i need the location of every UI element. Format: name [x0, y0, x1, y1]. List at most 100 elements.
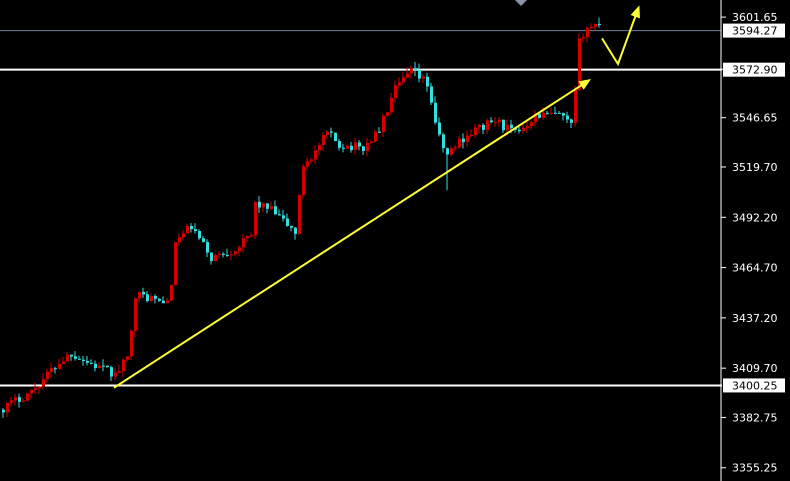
- candle-body: [562, 113, 565, 116]
- candle-body: [10, 400, 13, 403]
- candle-body: [466, 135, 469, 143]
- candle-body: [254, 201, 257, 236]
- candle-body: [390, 98, 393, 113]
- candle-body: [70, 354, 73, 357]
- candle-body: [194, 229, 197, 232]
- candle-body: [470, 134, 473, 136]
- candle-body: [482, 124, 485, 130]
- candle-body: [414, 68, 417, 70]
- candle-body: [206, 241, 209, 253]
- candle-body: [118, 370, 121, 373]
- candle-body: [474, 127, 477, 135]
- candle-body: [530, 122, 533, 127]
- candle-body: [582, 37, 585, 39]
- candle-body: [330, 131, 333, 133]
- candle-body: [198, 231, 201, 239]
- candle-body: [578, 38, 581, 90]
- candle-body: [282, 215, 285, 219]
- candle-body: [306, 161, 309, 167]
- candle-body: [366, 142, 369, 152]
- candle-body: [246, 236, 249, 239]
- candle-body: [510, 124, 513, 128]
- candle-body: [538, 113, 541, 118]
- candle-body: [442, 134, 445, 149]
- candle-body: [526, 126, 529, 128]
- candle-body: [134, 298, 137, 331]
- candle-body: [406, 73, 409, 78]
- candle-body: [50, 368, 53, 372]
- candle-body: [286, 218, 289, 226]
- y-tick-label: 3355.25: [732, 462, 778, 475]
- trendline-arrow-icon: [578, 79, 592, 90]
- candle-body: [226, 254, 229, 256]
- current-price-tag: 3594.27: [732, 25, 778, 38]
- projection-arrow-icon: [630, 5, 640, 19]
- candle-body: [34, 388, 37, 390]
- candle-body: [262, 203, 265, 208]
- candle-body: [398, 82, 401, 86]
- candle-body: [166, 300, 169, 304]
- candle-body: [426, 76, 429, 87]
- candle-body: [6, 402, 9, 413]
- candle-body: [402, 77, 405, 83]
- candle-body: [422, 76, 425, 79]
- candle-body: [550, 112, 553, 114]
- candle-body: [98, 365, 101, 369]
- y-tick-label: 3546.65: [732, 112, 778, 125]
- candle-body: [534, 113, 537, 123]
- candle-body: [218, 253, 221, 255]
- candle-body: [238, 247, 241, 252]
- candle-body: [94, 363, 97, 369]
- candle-body: [446, 148, 449, 155]
- candle-body: [574, 89, 577, 123]
- candle-body: [186, 226, 189, 234]
- y-tick-label: 3519.70: [732, 161, 778, 174]
- candle-body: [302, 166, 305, 195]
- candle-body: [230, 254, 233, 256]
- candle-body: [122, 359, 125, 371]
- level-price-tag-2: 3400.25: [732, 379, 778, 392]
- y-tick-label: 3492.20: [732, 211, 778, 224]
- candle-body: [174, 242, 177, 285]
- candle-body: [178, 237, 181, 243]
- candle-body: [410, 68, 413, 74]
- candle-body: [502, 119, 505, 131]
- candle-body: [358, 142, 361, 147]
- candle-body: [338, 141, 341, 148]
- candle-body: [350, 145, 353, 151]
- candle-body: [322, 135, 325, 145]
- candle-body: [494, 122, 497, 124]
- candle-body: [102, 365, 105, 367]
- candle-body: [498, 119, 501, 123]
- candle-body: [18, 397, 21, 402]
- candle-body: [38, 386, 41, 389]
- candle-body: [326, 131, 329, 136]
- candle-body: [150, 296, 153, 301]
- candle-body: [126, 356, 129, 360]
- candle-body: [362, 146, 365, 152]
- candle-body: [598, 23, 601, 25]
- candle-body: [486, 120, 489, 130]
- candle-body: [30, 389, 33, 394]
- candle-body: [270, 206, 273, 209]
- level-price-tag-2-box: [723, 378, 785, 393]
- candle-body: [46, 371, 49, 380]
- candle-body: [210, 252, 213, 262]
- candle-body: [418, 69, 421, 79]
- candle-body: [334, 132, 337, 142]
- candle-body: [346, 145, 349, 149]
- candle-body: [342, 147, 345, 149]
- candle-body: [146, 294, 149, 301]
- candle-body: [170, 284, 173, 301]
- candle-body: [182, 233, 185, 238]
- candle-body: [114, 372, 117, 377]
- current-price-tag-box: [723, 23, 785, 38]
- candle-body: [506, 124, 509, 131]
- candle-body: [354, 142, 357, 151]
- candle-body: [106, 365, 109, 368]
- candle-body: [234, 251, 237, 255]
- candle-body: [570, 119, 573, 123]
- candle-body: [258, 201, 261, 208]
- candle-body: [26, 393, 29, 401]
- candle-body: [594, 23, 597, 27]
